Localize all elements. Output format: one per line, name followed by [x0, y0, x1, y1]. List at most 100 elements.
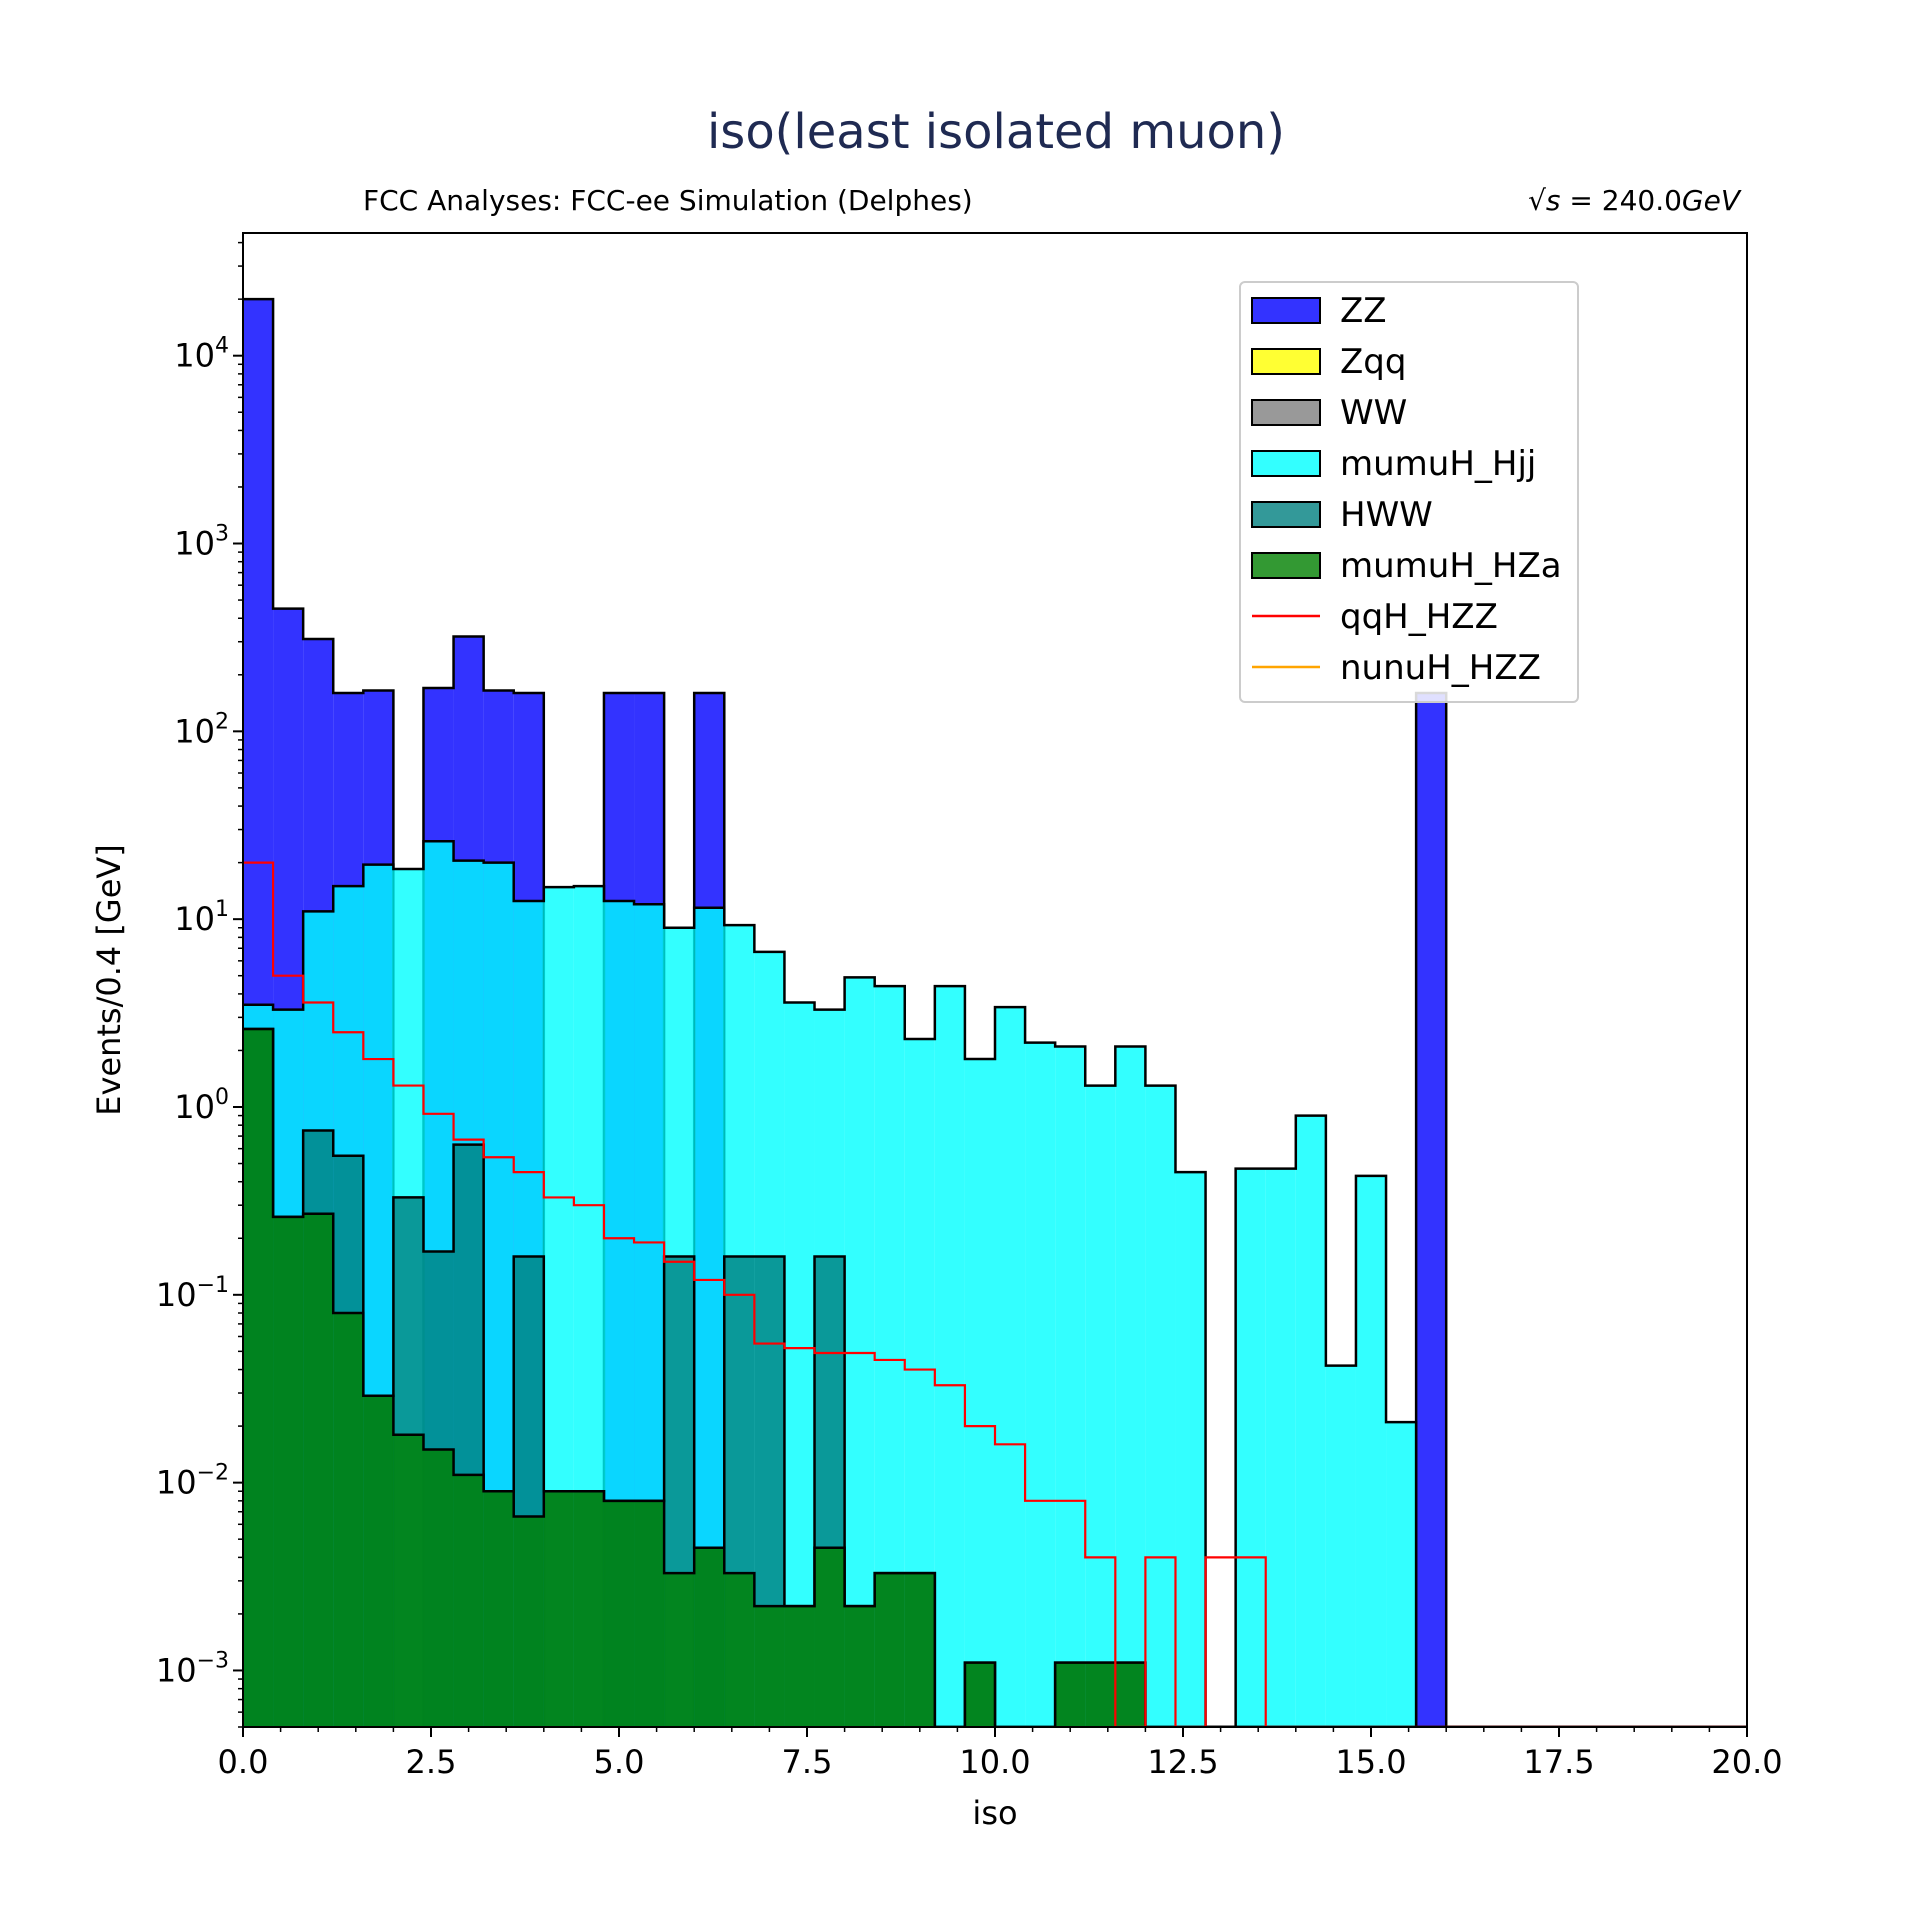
bar-mumuh-hza-29: [1115, 1662, 1146, 1727]
bar-mumuh-hjj-24: [964, 1059, 995, 1727]
bar-mumuh-hza-1: [273, 1216, 304, 1727]
legend-item-hww: HWW: [1251, 495, 1433, 535]
line-qqh-hzz: [243, 861, 1747, 1727]
bar-mumuh-hjj-29: [1115, 1046, 1146, 1727]
legend-item-qqh-hzz: qqH_HZZ: [1252, 597, 1498, 637]
legend-label: Zqq: [1340, 342, 1406, 382]
legend-swatch: [1251, 348, 1321, 375]
legend-label: ZZ: [1340, 291, 1387, 331]
bar-mumuh-hjj-25: [995, 1007, 1026, 1727]
bar-mumuh-hjj-37: [1355, 1175, 1387, 1727]
y-tick-label: 104: [174, 334, 229, 375]
outline-mumuh-hjj: [243, 839, 1747, 1727]
bar-mumuh-hjj-35: [1295, 1115, 1326, 1727]
bar-mumuh-hjj-30: [1145, 1085, 1176, 1727]
legend-label: qqH_HZZ: [1340, 597, 1498, 637]
bar-mumuh-hza-3: [333, 1313, 364, 1727]
bar-mumuh-hza-9: [513, 1516, 544, 1727]
x-tick-label: 5.0: [594, 1743, 645, 1781]
bar-mumuh-hza-0: [243, 1029, 274, 1727]
bar-mumuh-hza-7: [453, 1474, 484, 1727]
x-tick-label: 12.5: [1147, 1743, 1218, 1781]
legend-label: mumuH_Hjj: [1340, 444, 1536, 484]
bar-mumuh-hjj-36: [1325, 1365, 1356, 1727]
energy-unit: GeV: [1682, 184, 1742, 217]
bar-mumuh-hjj-27: [1055, 1046, 1086, 1727]
sqrt-s-label: √s: [1528, 184, 1560, 217]
x-tick-label: 20.0: [1711, 1743, 1782, 1781]
y-tick-label: 10−2: [156, 1461, 229, 1502]
y-tick-label: 102: [174, 709, 229, 750]
x-tick-label: 15.0: [1335, 1743, 1406, 1781]
legend-label: HWW: [1340, 495, 1433, 535]
bar-mumuh-hza-5: [393, 1434, 424, 1727]
bar-mumuh-hza-16: [724, 1573, 755, 1727]
bar-mumuh-hza-18: [784, 1606, 815, 1727]
x-tick-label: 7.5: [782, 1743, 833, 1781]
chart-title: iso(least isolated muon): [707, 104, 1285, 160]
bar-mumuh-hza-20: [844, 1606, 875, 1727]
bar-mumuh-hza-10: [543, 1491, 574, 1727]
bar-mumuh-hza-6: [423, 1449, 454, 1727]
bar-mumuh-hza-22: [904, 1573, 935, 1727]
bar-mumuh-hza-24: [964, 1662, 995, 1727]
x-axis-label: iso: [972, 1794, 1017, 1832]
bar-mumuh-hjj-26: [1025, 1042, 1056, 1727]
bar-mumuh-hza-28: [1085, 1662, 1116, 1727]
legend-swatch: [1251, 399, 1321, 426]
legend-label: mumuH_HZa: [1340, 546, 1562, 586]
bar-mumuh-hza-13: [634, 1500, 665, 1727]
bar-mumuh-hza-12: [603, 1500, 635, 1727]
energy-value: = 240.0: [1561, 184, 1682, 217]
legend-item-ww: WW: [1251, 393, 1407, 433]
bar-mumuh-hjj-23: [934, 986, 965, 1727]
bar-mumuh-hjj-33: [1235, 1168, 1266, 1727]
bar-mumuh-hjj-28: [1085, 1085, 1116, 1727]
legend-swatch: [1251, 552, 1321, 579]
y-tick-label: 100: [174, 1085, 229, 1126]
legend-swatch: [1251, 501, 1321, 528]
x-tick-label: 10.0: [959, 1743, 1030, 1781]
series-mumuh-hza: [243, 1027, 1747, 1727]
bar-zz-39: [1416, 692, 1447, 1727]
bar-mumuh-hza-19: [814, 1547, 845, 1727]
legend-label: nunuH_HZZ: [1340, 648, 1541, 688]
y-tick-label: 10−1: [156, 1273, 229, 1314]
legend-item-zqq: Zqq: [1251, 342, 1406, 382]
y-tick-label: 101: [174, 897, 229, 938]
bar-mumuh-hza-21: [874, 1573, 905, 1727]
legend-swatch: [1251, 450, 1321, 477]
y-tick-label: 10−3: [156, 1648, 229, 1689]
legend-item-zz: ZZ: [1251, 291, 1387, 331]
series-qqh-hzz: [243, 861, 1747, 1727]
bar-mumuh-hza-11: [573, 1491, 604, 1727]
legend: ZZ Zqq WW mumuH_Hjj HWW mumuH_HZa qqH_HZZ nunuH…: [1239, 281, 1579, 703]
bar-mumuh-hjj-31: [1175, 1172, 1206, 1727]
bar-mumuh-hza-27: [1055, 1662, 1086, 1727]
plot-area: [243, 297, 1747, 1727]
chart-subtitle-right: √s = 240.0GeV: [1528, 184, 1742, 217]
legend-item-nunuh-hzz: nunuH_HZZ: [1252, 648, 1541, 688]
bar-mumuh-hza-2: [303, 1213, 334, 1727]
x-tick-label: 17.5: [1523, 1743, 1594, 1781]
bar-mumuh-hjj-38: [1386, 1422, 1417, 1727]
bar-mumuh-hza-4: [363, 1395, 394, 1727]
y-axis-label: Events/0.4 [GeV]: [90, 844, 128, 1116]
x-tick-label: 0.0: [218, 1743, 269, 1781]
outline-mumuh-hza: [243, 1027, 1747, 1727]
outline-hww: [243, 1027, 1747, 1727]
y-tick-label: 103: [174, 522, 229, 563]
legend-swatch: [1251, 297, 1321, 324]
chart-subtitle-left: FCC Analyses: FCC-ee Simulation (Delphes…: [363, 184, 973, 217]
x-axis: 0.0 2.5 5.0 7.5 10.0 12.5 15.0 17.5 20.0: [218, 1727, 1783, 1781]
legend-item-mumuh-hza: mumuH_HZa: [1251, 546, 1562, 586]
legend-label: WW: [1340, 393, 1407, 433]
bar-mumuh-hza-17: [754, 1606, 785, 1727]
bar-mumuh-hza-15: [694, 1547, 725, 1727]
bar-mumuh-hza-14: [664, 1573, 695, 1727]
bar-mumuh-hjj-34: [1265, 1168, 1296, 1727]
bar-mumuh-hza-8: [483, 1491, 514, 1727]
y-axis: 10−3 10−2 10−1 100 101 102 103 104: [156, 241, 243, 1728]
x-tick-label: 2.5: [406, 1743, 457, 1781]
